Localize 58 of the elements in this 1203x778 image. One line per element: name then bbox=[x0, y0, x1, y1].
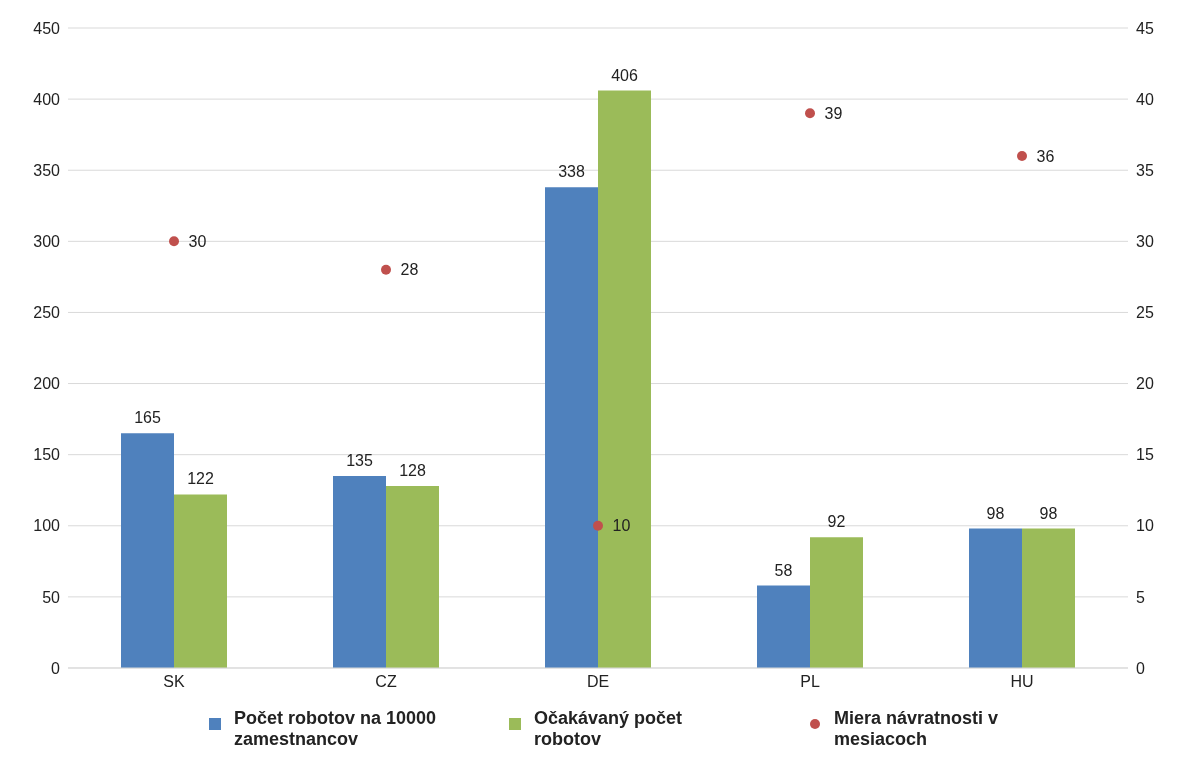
data-label: 36 bbox=[1036, 147, 1055, 165]
y-tick-label: 400 bbox=[33, 90, 61, 108]
data-label: 135 bbox=[346, 452, 373, 469]
data-label: 28 bbox=[400, 261, 419, 279]
bar bbox=[810, 537, 863, 668]
bar bbox=[174, 494, 227, 668]
bar bbox=[121, 433, 174, 668]
x-tick-label: CZ bbox=[375, 673, 397, 691]
y2-tick-label: 35 bbox=[1136, 161, 1154, 179]
y2-tick-label: 40 bbox=[1136, 90, 1154, 108]
y-tick-label: 200 bbox=[33, 375, 61, 393]
bar bbox=[969, 528, 1022, 668]
point bbox=[1017, 151, 1027, 161]
legend-label: Očakávaný počet robotov bbox=[534, 708, 684, 750]
y2-tick-label: 0 bbox=[1136, 659, 1145, 677]
data-label: 30 bbox=[188, 233, 207, 251]
data-label: 10 bbox=[612, 517, 631, 535]
y2-tick-label: 20 bbox=[1136, 375, 1154, 393]
data-label: 128 bbox=[399, 461, 426, 479]
data-label: 98 bbox=[1039, 504, 1058, 522]
bar bbox=[333, 476, 386, 668]
legend-label: Počet robotov na 10000 zamestnancov bbox=[234, 708, 438, 750]
x-tick-label: PL bbox=[800, 673, 820, 691]
data-label: 98 bbox=[986, 504, 1005, 522]
data-label: 58 bbox=[774, 561, 793, 579]
y2-tick-label: 30 bbox=[1136, 233, 1154, 251]
data-label: 406 bbox=[611, 66, 638, 84]
y-tick-label: 150 bbox=[33, 446, 61, 464]
data-label: 92 bbox=[827, 513, 846, 531]
legend-label: Miera návratnosti v mesiacoch bbox=[834, 708, 1000, 750]
x-tick-label: SK bbox=[163, 673, 185, 691]
y2-tick-label: 25 bbox=[1136, 304, 1154, 322]
y-tick-label: 250 bbox=[33, 304, 61, 322]
point bbox=[169, 236, 179, 247]
y2-tick-label: 10 bbox=[1136, 517, 1154, 535]
y2-tick-label: 5 bbox=[1136, 588, 1145, 606]
bar bbox=[1022, 528, 1075, 668]
x-tick-label: HU bbox=[1010, 673, 1034, 691]
y-tick-label: 50 bbox=[42, 588, 61, 606]
bar bbox=[545, 187, 598, 668]
point bbox=[593, 520, 603, 531]
bar bbox=[386, 485, 439, 668]
data-label: 122 bbox=[187, 470, 214, 488]
y-tick-label: 0 bbox=[51, 659, 61, 677]
data-label: 338 bbox=[558, 163, 585, 181]
y2-tick-label: 45 bbox=[1136, 19, 1154, 37]
point bbox=[381, 264, 391, 275]
y-tick-label: 450 bbox=[33, 19, 61, 37]
y-tick-label: 100 bbox=[33, 517, 61, 535]
y2-tick-label: 15 bbox=[1136, 446, 1154, 464]
data-label: 165 bbox=[134, 409, 161, 427]
y-tick-label: 350 bbox=[33, 161, 61, 179]
data-label: 39 bbox=[824, 105, 843, 123]
y-tick-label: 300 bbox=[33, 233, 61, 251]
point bbox=[805, 108, 815, 119]
bar bbox=[598, 90, 651, 668]
bar bbox=[757, 585, 810, 668]
x-tick-label: DE bbox=[586, 673, 610, 691]
